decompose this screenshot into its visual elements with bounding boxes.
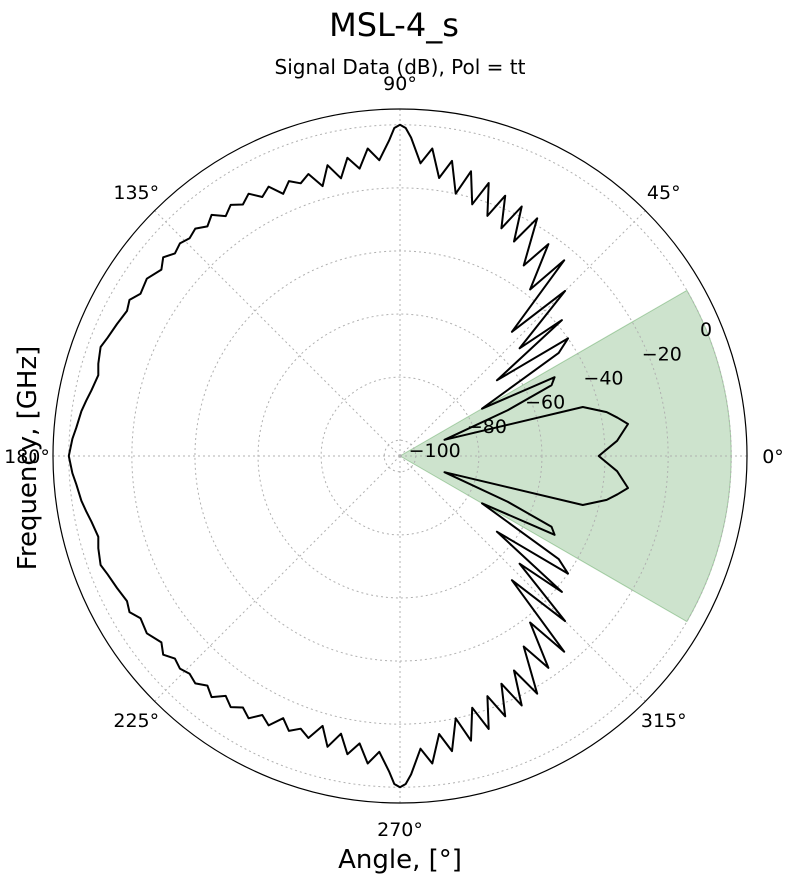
r-tick-label: 0 [700,319,712,341]
r-tick-label: −80 [467,416,507,438]
theta-tick-label: 45° [647,182,681,204]
chart-subtitle: Signal Data (dB), Pol = tt [275,55,526,79]
theta-gridline-5 [154,455,401,702]
theta-tick-label: 225° [113,710,159,732]
r-tick-label: −100 [409,440,461,462]
x-axis-label: Angle, [°] [338,845,462,875]
polar-frame [52,108,748,804]
theta-gridline-3 [154,210,401,457]
series-line [67,123,629,789]
theta-tick-label: 0° [762,446,784,468]
r-gridline-4 [131,187,669,725]
theta-tick-label: 315° [641,710,687,732]
r-tick-label: −60 [525,392,565,414]
chart-title: MSL-4_s [329,6,459,44]
r-gridline-1 [320,376,480,536]
r-tick-label: −20 [642,343,682,365]
y-axis-label: Frequency, [GHz] [13,346,43,570]
theta-tick-label: 135° [113,182,159,204]
theta-tick-label: 180° [4,446,50,468]
theta-tick-label: 270° [377,819,423,841]
theta-tick-label: 90° [383,73,417,95]
r-tick-label: −40 [583,368,623,390]
